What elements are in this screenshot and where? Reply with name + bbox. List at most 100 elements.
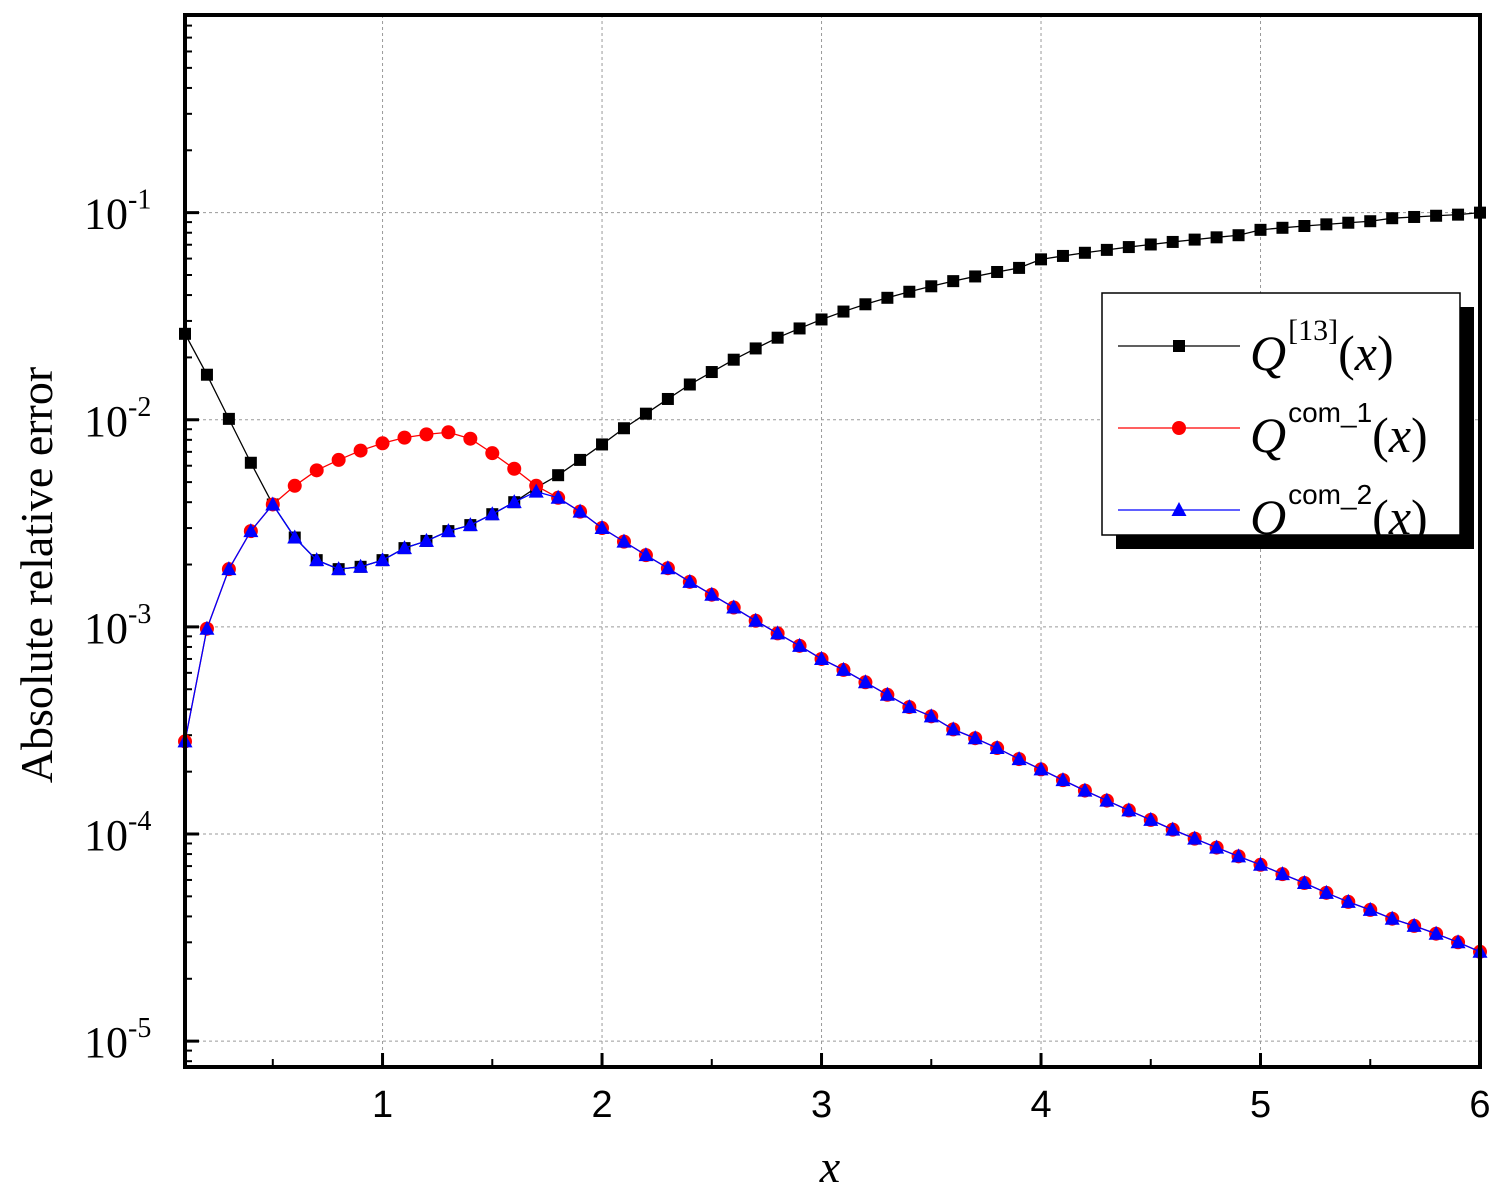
data-point [705, 366, 718, 379]
legend-label-argument: x [1354, 325, 1377, 381]
y-tick-label: 10-4 [84, 806, 151, 860]
data-point [727, 353, 740, 366]
y-tick-base: 10 [84, 397, 128, 446]
legend: Q[13](x)Qcom_1(x)Qcom_2(x) [1101, 292, 1474, 549]
data-point [991, 265, 1004, 278]
data-point [441, 425, 456, 440]
data-point [859, 298, 872, 311]
data-point [1340, 893, 1356, 908]
data-point [925, 280, 938, 293]
data-point [923, 708, 939, 723]
legend-marker [1171, 502, 1187, 516]
data-point [506, 494, 522, 509]
data-point [969, 270, 982, 283]
data-point [837, 305, 850, 318]
data-point [1055, 772, 1071, 787]
data-point [309, 552, 325, 567]
y-tick-base: 10 [84, 1018, 128, 1067]
x-tick-label: 4 [1030, 1084, 1051, 1126]
plot-frame [183, 13, 1482, 1069]
data-point [1188, 233, 1201, 246]
legend-label-superscript: com_1 [1288, 397, 1372, 428]
legend-label-argument: x [1388, 489, 1411, 545]
data-point [660, 560, 676, 575]
data-point [1209, 839, 1225, 854]
data-point [484, 506, 500, 521]
data-point [1078, 246, 1091, 259]
data-point [683, 378, 696, 391]
data-point [462, 517, 478, 532]
data-point [375, 552, 391, 567]
data-point [1144, 238, 1157, 251]
data-point [967, 730, 983, 745]
data-point [726, 599, 742, 614]
y-axis-title: Absolute relative error [11, 367, 62, 783]
legend-label-argument: x [1388, 407, 1411, 463]
data-point [661, 392, 674, 405]
data-point [1035, 253, 1048, 266]
legend-item-1: Q[13](x) [1118, 314, 1394, 381]
x-tick-label: 3 [811, 1084, 832, 1126]
data-point [616, 533, 632, 548]
x-tick-label: 6 [1469, 1084, 1490, 1126]
legend-label-open-paren: ( [1372, 489, 1389, 545]
data-point [1274, 866, 1290, 881]
data-point [594, 520, 610, 535]
y-tick-base: 10 [84, 811, 128, 860]
data-point [639, 407, 652, 420]
legend-label-close-paren: ) [1377, 325, 1394, 381]
y-tick-exponent: -5 [128, 1013, 151, 1044]
data-point [835, 661, 851, 676]
data-point [748, 612, 764, 627]
data-point [1077, 782, 1093, 797]
x-tick-label: 2 [591, 1084, 612, 1126]
data-point [396, 540, 412, 555]
data-point [945, 721, 961, 736]
data-point [331, 452, 346, 467]
x-axis-title: x [819, 1141, 841, 1192]
legend-label-superscript: [13] [1288, 314, 1338, 347]
data-point [572, 503, 588, 518]
data-point [1166, 235, 1179, 248]
y-tick-labels: 10-510-410-310-210-1 [84, 185, 151, 1067]
data-point [989, 740, 1005, 755]
data-point [1231, 848, 1247, 863]
y-tick-base: 10 [84, 604, 128, 653]
data-point [814, 650, 830, 665]
legend-items: Q[13](x)Qcom_1(x)Qcom_2(x) [1118, 314, 1428, 545]
data-point [1384, 910, 1400, 925]
data-point [1296, 875, 1312, 890]
data-point [440, 523, 456, 538]
legend-label-base: Q [1250, 489, 1286, 545]
data-point [1406, 917, 1422, 932]
x-tick-labels: 1 2 3 4 5 6 [372, 1084, 1491, 1126]
legend-label-open-paren: ( [1338, 325, 1355, 381]
data-point [418, 532, 434, 547]
data-point [947, 275, 960, 288]
legend-label: Qcom_2(x) [1250, 479, 1428, 545]
data-point [1100, 243, 1113, 256]
legend-label: Q[13](x) [1250, 314, 1394, 381]
data-point [879, 686, 895, 701]
data-point [221, 561, 237, 576]
data-point [1428, 925, 1444, 940]
data-point [353, 443, 368, 458]
legend-item-2: Qcom_1(x) [1118, 397, 1428, 463]
data-point [265, 496, 281, 511]
data-point [1452, 208, 1465, 221]
data-point [1254, 223, 1267, 236]
series-layer [177, 206, 1488, 959]
data-point [638, 547, 654, 562]
legend-marker [1173, 340, 1185, 352]
y-tick-label: 10-5 [84, 1013, 151, 1067]
data-point [1011, 751, 1027, 766]
data-point [704, 586, 720, 601]
data-point [1320, 218, 1333, 231]
x-tick-label: 5 [1250, 1084, 1271, 1126]
data-point [287, 529, 303, 544]
legend-marker [1172, 421, 1186, 435]
data-point [1430, 209, 1443, 222]
legend-label-close-paren: ) [1411, 407, 1428, 463]
